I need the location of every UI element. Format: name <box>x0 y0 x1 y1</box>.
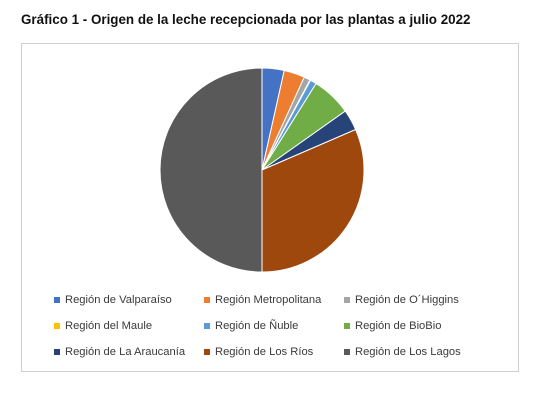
legend-item: Región de BioBio <box>344 319 441 333</box>
legend-item: Región de O´Higgins <box>344 293 459 307</box>
legend-swatch <box>54 323 60 329</box>
legend-label: Región del Maule <box>65 320 153 332</box>
legend-item: Región de Ñuble <box>204 319 298 333</box>
legend-label: Región de Ñuble <box>215 320 299 332</box>
pie-slice-7 <box>261 128 365 273</box>
legend-item: Región Metropolitana <box>204 293 321 307</box>
legend-swatch <box>344 323 350 329</box>
legend-label: Región de Los Lagos <box>355 346 461 358</box>
legend-item: Región de Los Lagos <box>344 345 461 359</box>
legend-swatch <box>344 297 350 303</box>
legend-label: Región Metropolitana <box>215 294 322 306</box>
legend-swatch <box>204 323 210 329</box>
legend-item: Región de Los Ríos <box>204 345 313 359</box>
legend-item: Región de La Araucanía <box>54 345 185 359</box>
pie-chart <box>159 67 365 273</box>
legend-label: Región de BioBio <box>355 320 442 332</box>
chart-legend: Región de Valparaíso Región Metropolitana… <box>22 44 520 373</box>
legend-label: Región de Los Ríos <box>215 346 314 358</box>
legend-swatch <box>204 349 210 355</box>
legend-label: Región de O´Higgins <box>355 294 459 306</box>
legend-item: Región de Valparaíso <box>54 293 172 307</box>
legend-swatch <box>204 297 210 303</box>
legend-swatch <box>344 349 350 355</box>
legend-label: Región de La Araucanía <box>65 346 186 358</box>
chart-title: Gráfico 1 - Origen de la leche recepcion… <box>21 12 471 27</box>
legend-swatch <box>54 349 60 355</box>
chart-area: Región de Valparaíso Región Metropolitana… <box>21 43 519 372</box>
legend-label: Región de Valparaíso <box>65 294 172 306</box>
pie-slice-8 <box>159 67 263 273</box>
legend-swatch <box>54 297 60 303</box>
legend-item: Región del Maule <box>54 319 152 333</box>
